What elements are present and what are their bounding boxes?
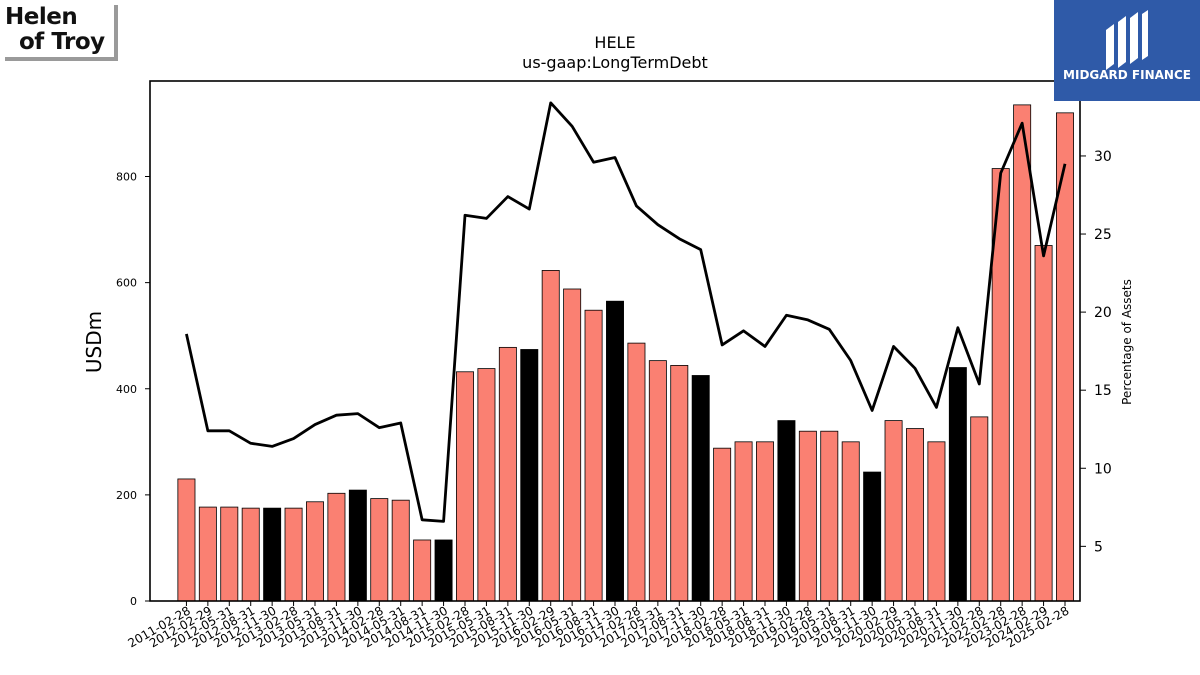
bar [970, 416, 989, 602]
y2-tick-label: 25 [1094, 227, 1112, 243]
brand-name: MIDGARD FINANCE [1063, 68, 1191, 82]
bar [413, 539, 432, 602]
midgard-finance-logo: MIDGARD FINANCE [1054, 0, 1200, 101]
y2-tick-label: 10 [1094, 461, 1112, 477]
bar [713, 447, 732, 602]
bar [434, 539, 453, 602]
bar [370, 498, 389, 602]
y2-tick-label: 20 [1094, 305, 1112, 321]
helen-of-troy-logo: Helen of Troy [5, 5, 118, 61]
percentage-line [185, 101, 1067, 523]
y2-axis-label: Percentage of Assets [1120, 279, 1134, 405]
midgard-emblem-icon [1106, 10, 1148, 70]
bar [263, 507, 282, 602]
y2-tick-label: 5 [1094, 539, 1103, 555]
bar [348, 489, 367, 602]
bar [820, 430, 839, 602]
bar [1034, 245, 1053, 602]
y2-tick-label: 15 [1094, 383, 1112, 399]
bar [391, 499, 410, 602]
bar [906, 428, 924, 602]
bar [584, 309, 603, 602]
bar [284, 507, 303, 602]
bar [798, 430, 817, 602]
logo-text-line1: Helen [5, 4, 78, 30]
bar [863, 471, 882, 602]
bar [541, 270, 560, 602]
bar [241, 507, 260, 602]
bar [627, 342, 646, 602]
bar [1013, 104, 1032, 602]
bar [563, 288, 582, 602]
y-tick-label: 600 [116, 277, 137, 290]
bar [177, 478, 196, 602]
bar [777, 420, 796, 602]
bar [498, 346, 517, 602]
y-tick-label: 400 [116, 383, 137, 396]
bar [606, 300, 624, 602]
bar [734, 441, 753, 602]
bar [477, 368, 496, 602]
bar [884, 420, 903, 602]
bar [927, 441, 946, 602]
chart-subtitle: us-gaap:LongTermDebt [522, 53, 708, 72]
y-tick-label: 200 [116, 489, 137, 502]
axes: 0200400600800510152025302011-02-282012-0… [116, 80, 1112, 650]
y-axis-label: USDm [82, 311, 106, 373]
logo-text-line2: of Troy [19, 29, 105, 55]
bar [306, 501, 324, 602]
bar-series [177, 104, 1074, 602]
bar [756, 441, 774, 602]
line-series [185, 101, 1067, 523]
y-tick-label: 0 [130, 595, 137, 608]
bar [841, 441, 860, 602]
chart-title: HELE [594, 33, 635, 52]
bar [220, 506, 239, 602]
bar [948, 367, 967, 602]
bar [198, 506, 217, 602]
bar [456, 371, 474, 602]
bar [691, 375, 710, 602]
bar [327, 492, 346, 602]
bar [648, 360, 667, 602]
bar [520, 349, 539, 602]
y-tick-label: 800 [116, 171, 137, 184]
bar [670, 365, 689, 602]
y2-tick-label: 30 [1094, 149, 1112, 165]
